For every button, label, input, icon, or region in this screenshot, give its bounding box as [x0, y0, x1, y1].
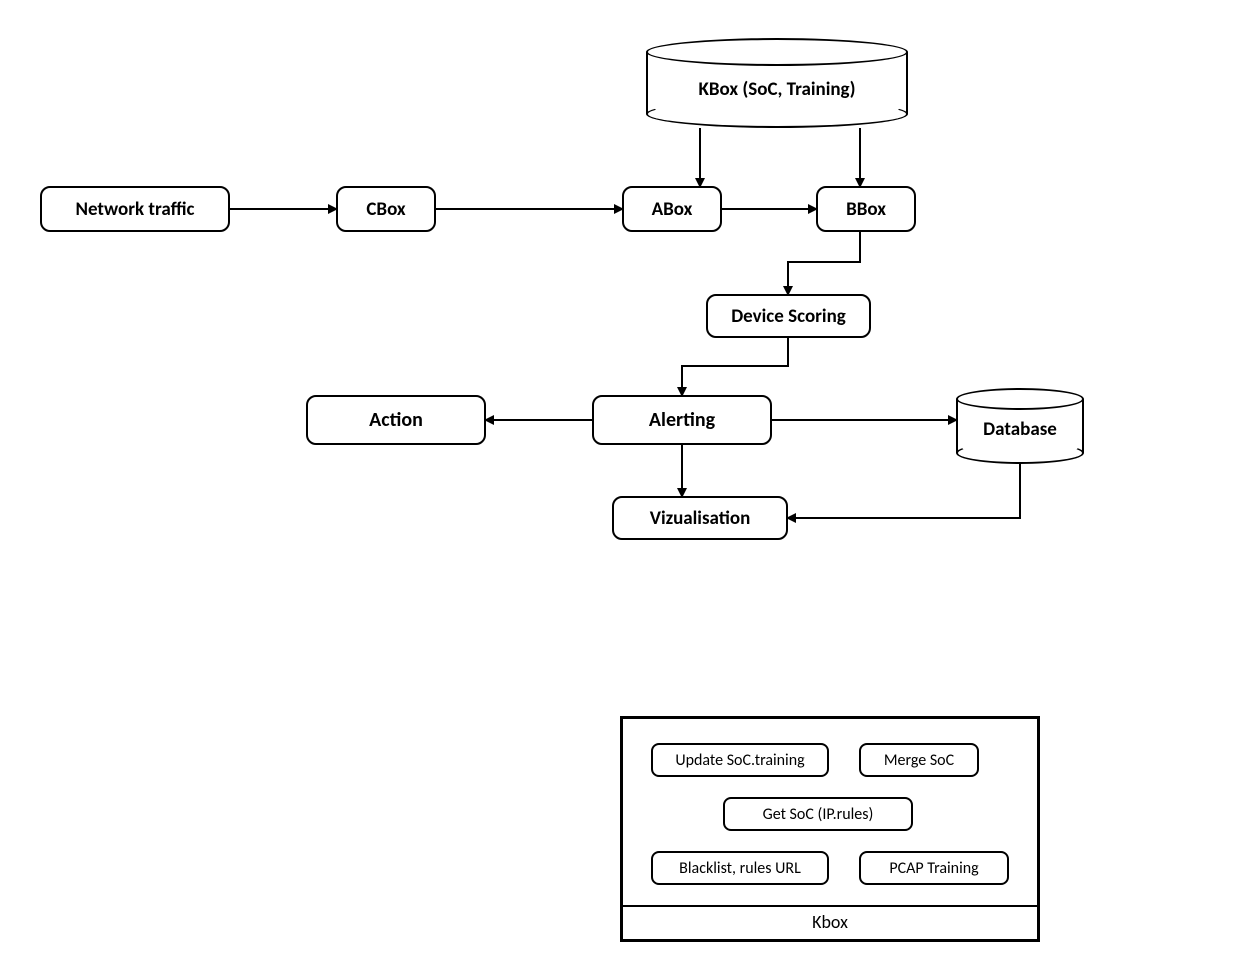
update-soc-label: Update SoC.training — [675, 751, 804, 770]
edge-device_scoring-to-alerting — [682, 338, 788, 395]
device-scoring-node: Device Scoring — [706, 294, 871, 338]
network-traffic-node: Network traffic — [40, 186, 230, 232]
kbox-panel-footer: Kbox — [623, 911, 1037, 933]
kbox-cylinder-label: KBox (SoC, Training) — [646, 78, 908, 101]
pcap-label: PCAP Training — [889, 859, 978, 878]
edge-database_cyl-to-vizualisation — [788, 464, 1020, 518]
bbox-label: BBox — [846, 198, 886, 221]
merge-soc-label: Merge SoC — [884, 751, 954, 770]
blacklist-label: Blacklist, rules URL — [679, 859, 801, 878]
alerting-node: Alerting — [592, 395, 772, 445]
get-soc-box: Get SoC (IP.rules) — [723, 797, 913, 831]
kbox-panel: Update SoC.training Merge SoC Get SoC (I… — [620, 716, 1040, 942]
action-node: Action — [306, 395, 486, 445]
abox-label: ABox — [652, 198, 693, 221]
database-cylinder: Database — [956, 388, 1084, 464]
blacklist-box: Blacklist, rules URL — [651, 851, 829, 885]
database-cylinder-label: Database — [956, 418, 1084, 441]
kbox-panel-divider — [623, 905, 1037, 907]
cbox-node: CBox — [336, 186, 436, 232]
diagram-canvas: KBox (SoC, Training) Database Network tr… — [0, 0, 1240, 974]
kbox-panel-footer-label: Kbox — [812, 911, 848, 933]
bbox-node: BBox — [816, 186, 916, 232]
get-soc-label: Get SoC (IP.rules) — [763, 805, 874, 824]
device-scoring-label: Device Scoring — [731, 305, 846, 328]
pcap-box: PCAP Training — [859, 851, 1009, 885]
network-traffic-label: Network traffic — [75, 198, 194, 221]
action-label: Action — [369, 408, 423, 432]
vizualisation-node: Vizualisation — [612, 496, 788, 540]
merge-soc-box: Merge SoC — [859, 743, 979, 777]
kbox-cylinder: KBox (SoC, Training) — [646, 38, 908, 128]
alerting-label: Alerting — [649, 408, 715, 432]
vizualisation-label: Vizualisation — [650, 507, 751, 530]
cbox-label: CBox — [366, 198, 405, 221]
abox-node: ABox — [622, 186, 722, 232]
update-soc-box: Update SoC.training — [651, 743, 829, 777]
edge-bbox-to-device_scoring — [788, 232, 860, 294]
